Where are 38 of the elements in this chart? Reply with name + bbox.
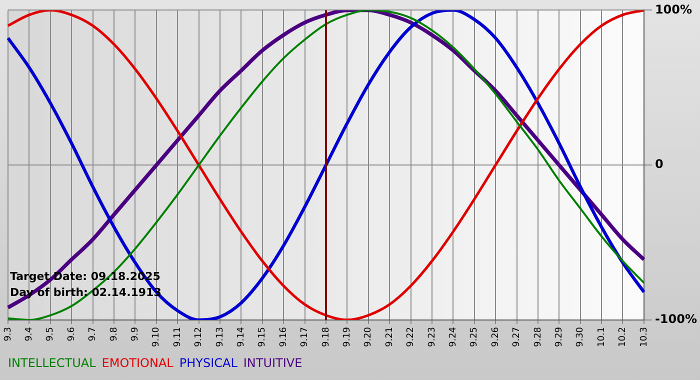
x-tick-label: 9.19 [342,326,353,348]
x-tick-label: 9.25 [470,326,480,348]
x-tick-label: 9.27 [512,326,522,348]
x-tick-label: 9.3 [3,326,14,342]
x-tick-label: 9.17 [300,326,310,348]
x-tick-label: 9.30 [576,326,586,348]
x-tick-label: 9.10 [152,326,162,348]
x-tick-label: 9.20 [364,326,374,348]
x-tick-label: 9.15 [258,326,268,348]
x-tick-label: 9.13 [215,326,226,348]
x-tick-label: 10.1 [596,326,607,348]
x-tick-label: 9.14 [236,326,247,348]
x-tick-label: 10.2 [618,326,628,348]
x-tick-label: 9.7 [88,326,98,342]
x-tick-label: 9.22 [406,326,416,348]
text: PHYSICAL [179,356,238,370]
x-tick-label: 9.21 [384,326,395,348]
x-tick-label: 9.12 [194,326,204,348]
y-tick-label: 100% [654,2,692,16]
x-tick-label: 9.16 [278,326,289,348]
x-tick-label: 9.11 [172,326,183,348]
x-tick-label: 9.8 [109,326,120,342]
x-tick-label: 9.9 [130,326,141,342]
x-tick-label: 9.18 [321,326,332,348]
x-tick-label: 9.26 [490,326,501,348]
text: INTELLECTUAL [8,356,96,370]
text: EMOTIONAL [102,356,174,370]
x-tick-label: 9.5 [46,326,56,342]
y-tick-label: -100% [654,312,698,326]
x-tick-label: 9.4 [24,326,35,342]
y-tick-label: 0 [654,157,664,172]
x-tick-label: 10.3 [639,326,650,348]
x-tick-label: 9.28 [533,326,544,348]
x-tick-label: 9.23 [427,326,438,348]
x-tick-label: 9.6 [66,326,77,342]
text: INTUITIVE [243,356,302,370]
x-tick-label: 9.24 [448,326,459,348]
x-tick-label: 9.29 [554,326,564,348]
